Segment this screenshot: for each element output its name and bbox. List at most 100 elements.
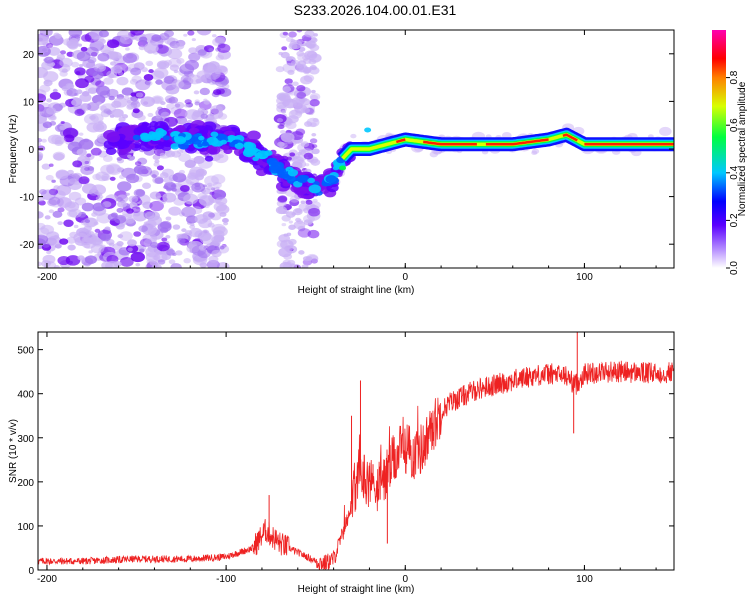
ridge-blob — [220, 139, 228, 145]
ridge-core-red — [395, 138, 406, 144]
noise-blob — [126, 104, 135, 110]
noise-blob — [143, 73, 154, 81]
noise-blob — [300, 98, 311, 106]
noise-blob — [128, 195, 139, 203]
noise-blob — [289, 195, 300, 203]
noise-blob — [51, 179, 56, 183]
noise-blob — [97, 101, 102, 105]
noise-blob — [106, 50, 119, 60]
noise-blob — [303, 214, 315, 224]
noise-blob — [149, 261, 156, 266]
noise-blob — [79, 93, 92, 103]
noise-blob — [309, 64, 317, 71]
noise-blob — [78, 63, 84, 68]
noise-blob — [106, 254, 119, 264]
noise-blob — [45, 107, 57, 115]
noise-blob — [84, 219, 90, 224]
ridge-blob — [162, 135, 170, 141]
noise-blob — [47, 235, 62, 246]
noise-blob — [211, 223, 226, 235]
snr-ytick-label: 200 — [17, 478, 34, 489]
noise-blob — [175, 250, 183, 256]
noise-blob — [141, 67, 148, 73]
noise-blob — [92, 71, 104, 80]
noise-blob — [137, 114, 146, 121]
noise-blob — [132, 108, 140, 114]
noise-blob — [109, 176, 116, 181]
noise-blob — [80, 103, 89, 110]
noise-blob — [288, 220, 293, 224]
noise-blob — [119, 34, 134, 45]
noise-blob — [67, 209, 78, 218]
noise-blob — [125, 217, 135, 224]
noise-blob — [190, 245, 201, 253]
noise-blob — [147, 112, 154, 118]
noise-blob — [95, 196, 103, 201]
noise-blob — [187, 30, 195, 36]
noise-blob — [206, 185, 214, 191]
ridge-blob — [126, 133, 133, 139]
noise-blob — [275, 206, 288, 215]
ridge-blob — [332, 165, 339, 171]
noise-blob — [160, 111, 170, 119]
noise-blob — [127, 239, 137, 247]
noise-blob — [278, 51, 284, 56]
noise-blob — [57, 221, 63, 226]
noise-blob — [135, 92, 144, 98]
snr-ytick-label: 400 — [17, 390, 34, 401]
noise-blob — [55, 169, 69, 179]
noise-blob — [80, 165, 95, 176]
noise-blob — [139, 36, 148, 43]
noise-blob — [100, 233, 111, 242]
noise-blob — [95, 85, 110, 96]
noise-blob — [287, 69, 295, 75]
noise-blob — [282, 31, 289, 36]
ridge-blob — [308, 184, 321, 194]
noise-blob — [38, 234, 49, 245]
noise-blob — [38, 142, 42, 146]
noise-blob — [310, 122, 317, 127]
noise-blob — [130, 67, 142, 76]
noise-blob — [43, 71, 59, 83]
noise-blob — [163, 76, 175, 84]
noise-blob — [59, 238, 69, 245]
noise-blob — [279, 141, 288, 149]
noise-blob — [287, 115, 299, 124]
noise-blob — [168, 57, 182, 68]
noise-blob — [45, 174, 54, 181]
noise-blob — [38, 222, 46, 230]
noise-blob — [59, 125, 66, 131]
ridge-blob — [140, 133, 153, 142]
noise-blob — [160, 51, 168, 57]
noise-blob — [307, 219, 314, 224]
noise-blob — [217, 43, 231, 53]
noise-blob — [38, 195, 45, 202]
noise-blob — [42, 30, 48, 35]
noise-blob — [152, 96, 162, 104]
noise-blob — [307, 254, 319, 263]
noise-blob — [308, 58, 317, 65]
ridge-blob — [339, 165, 347, 171]
noise-blob — [46, 98, 52, 103]
noise-blob — [183, 193, 199, 205]
noise-blob — [107, 213, 118, 221]
noise-blob — [191, 182, 206, 193]
noise-blob — [208, 212, 216, 218]
noise-blob — [143, 42, 159, 54]
noise-blob — [531, 148, 540, 154]
noise-blob — [307, 229, 320, 239]
noise-blob — [67, 141, 82, 152]
noise-blob — [295, 110, 303, 116]
noise-blob — [74, 108, 85, 117]
noise-blob — [289, 152, 296, 157]
ridge-blob — [170, 143, 180, 150]
noise-blob — [290, 59, 301, 67]
noise-blob — [128, 202, 138, 209]
ridge-blob — [204, 155, 214, 162]
noise-blob — [66, 51, 75, 57]
noise-blob — [38, 227, 50, 237]
noise-blob — [41, 163, 51, 170]
ridge-blob — [120, 125, 134, 136]
noise-blob — [116, 208, 122, 213]
noise-blob — [74, 67, 86, 76]
